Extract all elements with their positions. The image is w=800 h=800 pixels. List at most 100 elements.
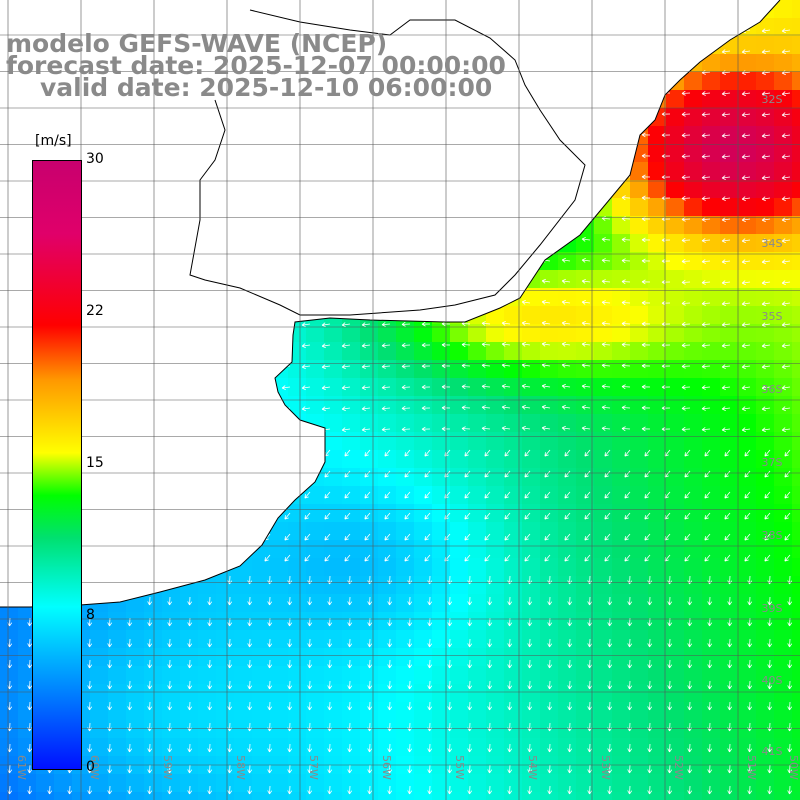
field-cell <box>468 540 487 559</box>
wind-arrow <box>744 491 751 499</box>
field-cell <box>522 288 541 307</box>
wind-arrow <box>247 743 253 753</box>
wind-arrow <box>644 470 651 478</box>
wind-arrow <box>767 659 773 669</box>
field-cell <box>558 270 577 289</box>
wind-arrow <box>364 533 371 541</box>
wind-arrow <box>627 638 633 648</box>
wind-arrow <box>741 364 751 370</box>
wind-arrow <box>341 343 351 349</box>
field-cell <box>432 792 451 800</box>
field-cell <box>396 774 415 793</box>
field-cell <box>522 666 541 685</box>
field-cell <box>648 414 667 433</box>
field-cell <box>576 666 595 685</box>
field-cell <box>216 774 235 793</box>
field-cell <box>504 630 523 649</box>
wind-arrow <box>447 680 453 690</box>
field-cell <box>378 702 397 721</box>
field-cell <box>504 774 523 793</box>
wind-arrow <box>681 258 691 264</box>
wind-arrow <box>427 638 433 648</box>
wind-arrow <box>564 470 571 478</box>
wind-arrow <box>704 449 711 457</box>
wind-arrow <box>464 491 471 499</box>
field-cell <box>360 558 379 577</box>
wind-arrow <box>324 533 331 541</box>
field-cell <box>18 774 37 793</box>
wind-arrow <box>187 743 193 753</box>
field-cell <box>648 270 667 289</box>
field-cell <box>612 702 631 721</box>
wind-arrow <box>107 785 113 795</box>
field-cell <box>756 180 775 199</box>
wind-arrow <box>567 785 573 795</box>
field-cell <box>432 540 451 559</box>
field-cell <box>792 180 800 199</box>
field-cell <box>486 324 505 343</box>
wind-arrow <box>387 785 393 795</box>
colorbar-tick-22: 22 <box>86 303 104 319</box>
wind-arrow <box>267 743 273 753</box>
field-cell <box>90 630 109 649</box>
wind-arrow <box>247 680 253 690</box>
field-cell <box>756 162 775 181</box>
field-cell <box>594 648 613 667</box>
field-cell <box>216 666 235 685</box>
field-cell <box>648 648 667 667</box>
field-cell <box>666 738 685 757</box>
field-cell <box>522 414 541 433</box>
field-cell <box>306 720 325 739</box>
field-cell <box>342 630 361 649</box>
field-cell <box>720 360 739 379</box>
field-cell <box>504 666 523 685</box>
wind-arrow <box>701 280 711 285</box>
wind-arrow <box>681 321 691 327</box>
wind-arrow <box>304 533 311 541</box>
field-cell <box>630 342 649 361</box>
wind-arrow <box>364 449 371 457</box>
field-cell <box>396 612 415 631</box>
field-cell <box>558 648 577 667</box>
field-cell <box>612 396 631 415</box>
field-cell <box>360 702 379 721</box>
field-cell <box>540 630 559 649</box>
field-cell <box>306 558 325 577</box>
field-cell <box>720 144 739 163</box>
field-cell <box>252 612 271 631</box>
field-cell <box>774 792 793 800</box>
wind-arrow <box>307 701 313 711</box>
field-cell <box>306 666 325 685</box>
field-cell <box>792 144 800 163</box>
field-cell <box>18 792 37 800</box>
wind-arrow <box>247 617 253 627</box>
colorbar-tick-15: 15 <box>86 455 104 471</box>
field-cell <box>144 684 163 703</box>
field-cell <box>306 684 325 703</box>
field-cell <box>450 720 469 739</box>
field-cell <box>684 126 703 145</box>
field-cell <box>738 162 757 181</box>
field-cell <box>468 504 487 523</box>
field-cell <box>630 180 649 199</box>
field-cell <box>288 396 307 415</box>
wind-arrow <box>467 638 473 648</box>
field-cell <box>684 666 703 685</box>
field-cell <box>774 432 793 451</box>
wind-arrow <box>781 49 791 55</box>
wind-arrow <box>747 701 753 711</box>
field-cell <box>396 504 415 523</box>
field-cell <box>324 612 343 631</box>
wind-arrow <box>384 533 391 541</box>
field-cell <box>306 612 325 631</box>
field-cell <box>756 216 775 235</box>
field-cell <box>720 396 739 415</box>
field-cell <box>666 558 685 577</box>
field-cell <box>342 738 361 757</box>
wind-arrow <box>487 743 493 753</box>
field-cell <box>378 342 397 361</box>
field-cell <box>90 684 109 703</box>
field-cell <box>756 576 775 595</box>
field-cell <box>684 396 703 415</box>
field-cell <box>756 342 775 361</box>
